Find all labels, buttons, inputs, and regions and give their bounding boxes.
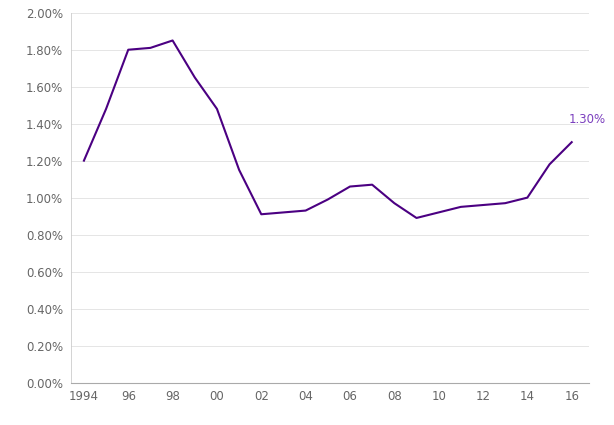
Text: 1.30%: 1.30%	[569, 113, 605, 127]
